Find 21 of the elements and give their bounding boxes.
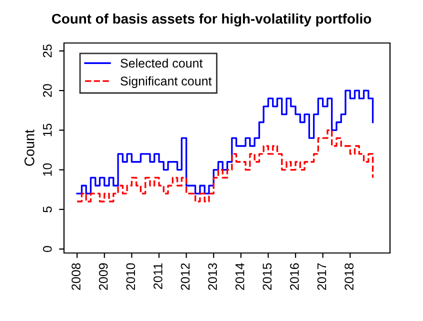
x-tick-label: 2014 [235,263,244,290]
y-tick-label: 5 [43,206,52,212]
y-tick-label: 10 [42,163,52,176]
chart-title: Count of basis assets for high-volatility portfolio [52,13,372,27]
x-tick-label: 2015 [262,263,272,290]
y-tick-label: 0 [42,246,52,252]
y-tick-label: 25 [42,44,52,58]
y-tick-label: 20 [42,84,52,97]
x-tick-label: 2010 [126,263,136,290]
x-tick-label: 2013 [208,263,217,290]
x-tick-label: 2008 [72,263,80,290]
x-tick-label: 2012 [180,263,190,290]
y-axis-title: Count [24,130,34,166]
x-tick-label: 2009 [98,263,108,290]
legend-label: Significant count [120,76,212,88]
x-tick-label: 2017 [317,263,326,290]
x-tick-label: 2011 [154,263,162,289]
legend-label: Selected count [120,58,203,68]
x-tick-label: 2016 [290,263,299,290]
y-tick-label: 15 [43,124,52,136]
x-tick-label: 2018 [344,263,354,290]
